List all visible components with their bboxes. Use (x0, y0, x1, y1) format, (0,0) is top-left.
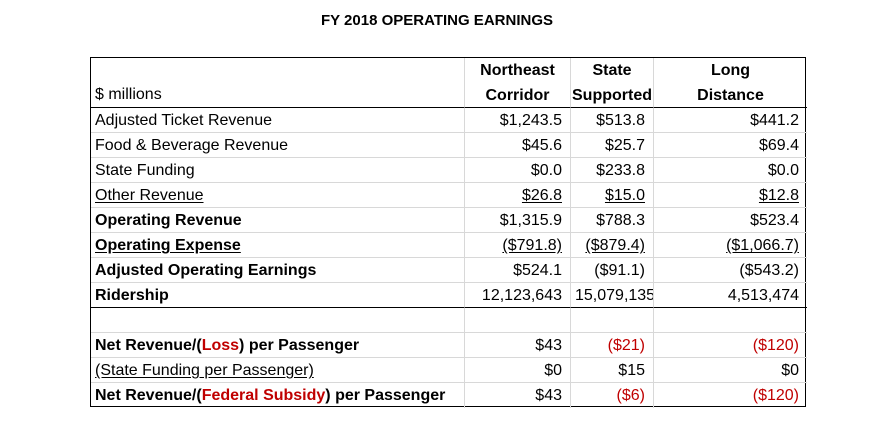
cell-northeast-corridor: $45.6 (465, 133, 571, 158)
spacer-cell (465, 308, 571, 333)
cell-state-supported: $513.8 (571, 108, 654, 133)
cell-northeast-corridor: $43 (465, 333, 571, 358)
cell-northeast-corridor: 12,123,643 (465, 283, 571, 308)
spacer-cell (654, 308, 807, 333)
label-pre: Net Revenue/( (95, 337, 202, 354)
row-label-food-beverage-revenue: Food & Beverage Revenue (91, 133, 465, 158)
cell-state-supported: ($879.4) (571, 233, 654, 258)
column-header-northeast-corridor: Northeast Corridor (465, 58, 571, 108)
other-revenue-text: Other Revenue (95, 187, 204, 204)
column-header-line1: State (592, 62, 632, 79)
cell-state-supported: ($6) (571, 383, 654, 408)
cell-long-distance: $0.0 (654, 158, 807, 183)
cell-state-supported: $25.7 (571, 133, 654, 158)
unit-label: $ millions (91, 58, 465, 108)
spacer-cell (571, 308, 654, 333)
cell-long-distance: $12.8 (654, 183, 807, 208)
cell-long-distance: $441.2 (654, 108, 807, 133)
row-label-operating-expense: Operating Expense (91, 233, 465, 258)
cell-northeast-corridor: $1,243.5 (465, 108, 571, 133)
label-post: ) per Passenger (239, 337, 360, 354)
cell-state-supported: $233.8 (571, 158, 654, 183)
earnings-table: $ millions Northeast Corridor State Supp… (90, 57, 807, 408)
label-pre: Net Revenue/( (95, 387, 202, 404)
row-label-other-revenue: Other Revenue (91, 183, 465, 208)
row-label-state-funding: State Funding (91, 158, 465, 183)
label-post: ) per Passenger (325, 387, 446, 404)
cell-northeast-corridor: $1,315.9 (465, 208, 571, 233)
cell-state-supported: ($21) (571, 333, 654, 358)
cell-long-distance: $523.4 (654, 208, 807, 233)
cell-value: $15.0 (604, 187, 645, 204)
row-label-operating-revenue: Operating Revenue (91, 208, 465, 233)
cell-value: $12.8 (758, 187, 799, 204)
cell-northeast-corridor: $26.8 (465, 183, 571, 208)
cell-long-distance: $0 (654, 358, 807, 383)
column-header-line2: Supported (572, 87, 652, 104)
cell-long-distance: ($120) (752, 387, 799, 404)
row-label-state-funding-per-passenger: (State Funding per Passenger) (91, 358, 465, 383)
cell-value: $26.8 (521, 187, 562, 204)
cell-value: ($1,066.7) (726, 237, 799, 254)
cell-value: ($879.4) (585, 237, 645, 254)
cell-northeast-corridor: $0 (465, 358, 571, 383)
label-accent: Federal Subsidy (201, 387, 326, 404)
cell-long-distance: ($543.2) (654, 258, 807, 283)
cell-long-distance: ($1,066.7) (654, 233, 807, 258)
label-accent: Loss (201, 337, 240, 354)
spacer-cell (91, 308, 465, 333)
cell-northeast-corridor: $43 (465, 383, 571, 408)
cell-long-distance: ($120) (654, 333, 807, 358)
cell-state-supported: 15,079,135 (571, 283, 654, 308)
cell-northeast-corridor: $524.1 (465, 258, 571, 283)
row-label-ridership: Ridership (91, 283, 465, 308)
column-header-line2: Distance (697, 87, 764, 104)
column-header-line1: Long (710, 62, 751, 79)
row-label-adjusted-ticket-revenue: Adjusted Ticket Revenue (91, 108, 465, 133)
state-funding-per-passenger-text: (State Funding per Passenger) (95, 362, 314, 379)
cell-long-distance: 4,513,474 (654, 283, 807, 308)
cell-state-supported: $15.0 (571, 183, 654, 208)
column-header-long-distance: Long Distance (654, 58, 807, 108)
operating-expense-text: Operating Expense (95, 237, 241, 254)
column-header-line2: Corridor (485, 87, 550, 104)
cell-value: ($791.8) (502, 237, 562, 254)
row-label-adjusted-operating-earnings: Adjusted Operating Earnings (91, 258, 465, 283)
column-header-line1: Northeast (480, 62, 555, 79)
cell-state-supported: $788.3 (571, 208, 654, 233)
page-title: FY 2018 OPERATING EARNINGS (320, 12, 553, 29)
cell-state-supported: $15 (571, 358, 654, 383)
cell-long-distance: $69.4 (654, 133, 807, 158)
row-label-net-revenue-loss-per-passenger: Net Revenue/(Loss) per Passenger (91, 333, 465, 358)
column-header-state-supported: State Supported (571, 58, 654, 108)
cell-northeast-corridor: ($791.8) (465, 233, 571, 258)
cell-state-supported: ($91.1) (571, 258, 654, 283)
cell-northeast-corridor: $0.0 (465, 158, 571, 183)
row-label-net-revenue-federal-subsidy-per-passenger: Net Revenue/(Federal Subsidy) per Passen… (91, 383, 465, 408)
